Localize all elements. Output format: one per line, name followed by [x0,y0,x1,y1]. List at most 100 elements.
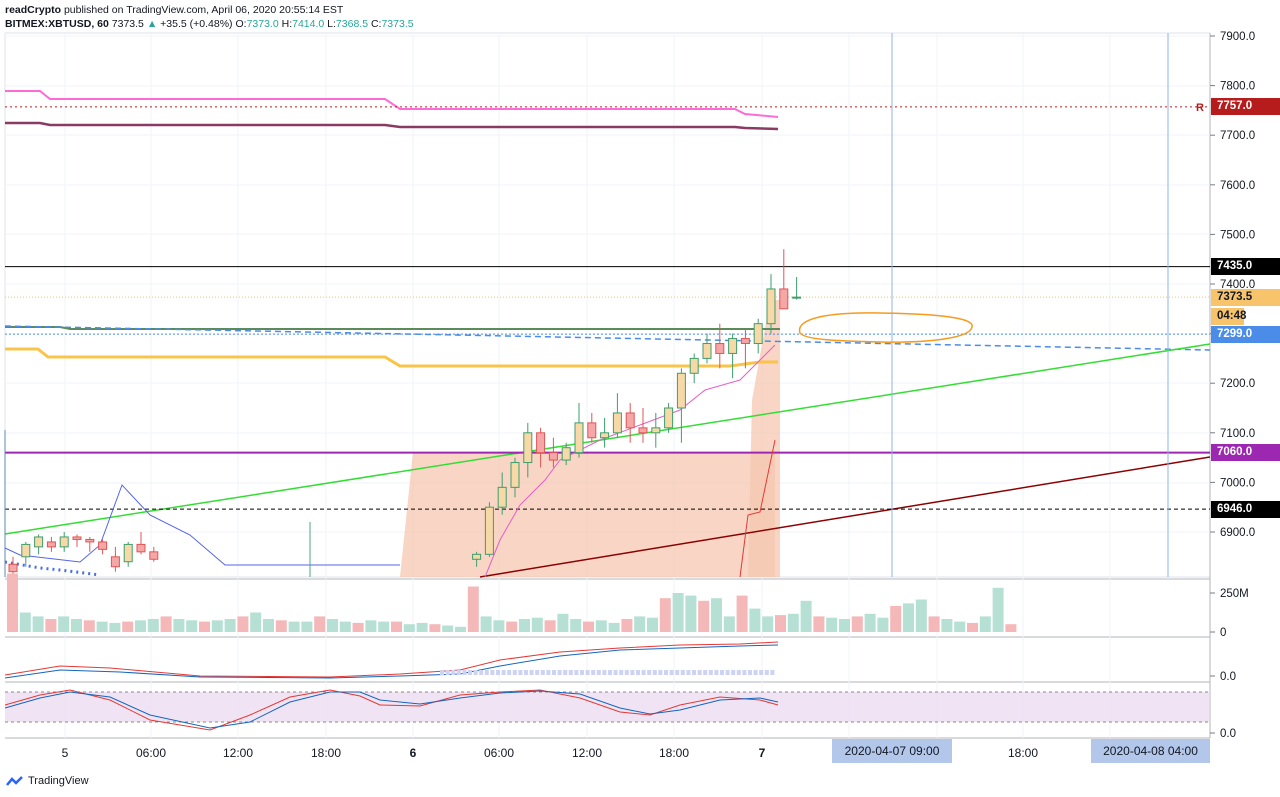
time-axis[interactable]: 5 06:00 12:00 18:00 6 06:00 12:00 18:00 7 18:00 [62,746,1039,760]
magenta-line [5,90,779,118]
candle-body [523,432,533,464]
macd-histogram-bar [507,670,512,675]
macd-histogram-bar [552,670,556,675]
volume-bar [967,622,978,632]
macd-histogram-bar [697,670,702,675]
publish-info: readCrypto published on TradingView.com,… [5,4,343,16]
ellipse-annotation [798,312,973,343]
time-tick-label: 06:00 [484,746,514,760]
volume-bar [314,616,326,632]
candle [702,333,712,364]
volume-bar [263,619,274,632]
macd-histogram-bar [529,670,534,675]
candle [600,417,610,448]
volume-bar [493,620,505,632]
macd-histogram-bar [742,670,747,675]
candle-body [472,553,482,560]
macd-histogram-bar [613,670,618,675]
candles-layer [8,249,802,575]
candle [510,457,520,498]
candle-body [651,427,661,434]
volume-bar [698,600,710,632]
candle [46,536,56,552]
macd-histogram-bar [686,670,691,675]
maroon-trendline [479,456,1211,578]
macd-histogram-bar [490,670,495,675]
volume-bar [519,619,530,632]
macd-histogram-bar [753,670,758,675]
price-tick-label: 7200.0 [1220,378,1255,390]
macd-histogram-bar [540,670,545,675]
macd-histogram-bar [512,670,517,675]
blue-indicator-line [4,484,400,566]
volume-bar [877,617,889,632]
range-shade [748,300,780,577]
volume-bar [429,624,441,632]
candle [523,422,533,478]
price-tick-label: 7800.0 [1220,81,1255,93]
candle-body [149,551,159,560]
candle [561,442,571,466]
volume-bar [800,600,812,632]
volume-bar [685,595,697,632]
tradingview-logo[interactable]: TradingView [6,775,89,787]
grey-green-line [5,326,780,330]
candle [110,546,120,572]
candle [21,541,31,567]
candle-body [72,536,82,540]
candle [85,536,95,552]
candle-body [587,422,597,439]
candle-body [21,543,31,558]
price-label: 7373.5 [1211,288,1280,306]
macd-histogram-bar [748,670,752,675]
r-marker: R [1196,102,1204,114]
macd-histogram-bar [692,670,696,675]
candle [574,403,584,458]
price-tick-label: 7400.0 [1220,279,1255,291]
candle [98,539,108,555]
macd-histogram-bar [669,670,674,675]
macd-histogram-bar [451,670,456,675]
macd-histogram-bar [624,670,629,675]
volume-bar [570,619,582,632]
symbol[interactable]: BITMEX:XBTUSD, 60 [5,18,109,30]
macd-histogram-bar [568,670,573,675]
volume-bar [71,619,82,632]
volume-bar [199,621,210,632]
volume-bar [237,616,249,632]
macd-histogram-bar [456,670,461,675]
volume-bar [608,622,620,632]
macd-histogram-bar [736,670,741,675]
macd-histogram-bar [445,670,450,675]
volume-bar [301,621,313,632]
stoch-band [5,692,1210,722]
macd-histogram-bar [720,670,724,675]
macd-histogram-bar [580,670,584,675]
price-tick-label: 7700.0 [1220,130,1255,142]
price-axis[interactable]: 7900.07800.07700.07600.07500.07400.07300… [1196,31,1255,740]
candle-body [497,486,507,508]
macd-histogram-bar [496,670,500,675]
volume-bar [327,619,338,632]
price-tick-label: 7600.0 [1220,180,1255,192]
time-tick-label: 12:00 [223,746,253,760]
volume-bar [96,621,108,632]
price-label: 6946.0 [1211,500,1280,518]
volume-bar [711,598,722,632]
stoch-d-line [4,690,779,729]
price-label: 7060.0 [1211,444,1280,462]
macd-histogram-bar [652,670,657,675]
macd-histogram-bar [462,670,467,675]
candle-body [98,541,108,550]
macd-histogram-bar [680,670,685,675]
time-tick-label: 18:00 [659,746,689,760]
volume-bar [544,620,556,632]
volume-bar [455,626,466,632]
price-label: 7435.0 [1211,258,1280,276]
candle-body [536,432,546,454]
author[interactable]: readCrypto [5,4,62,16]
candle-body [625,412,635,429]
volume-bar [122,621,134,632]
orange-band-line [5,347,778,368]
